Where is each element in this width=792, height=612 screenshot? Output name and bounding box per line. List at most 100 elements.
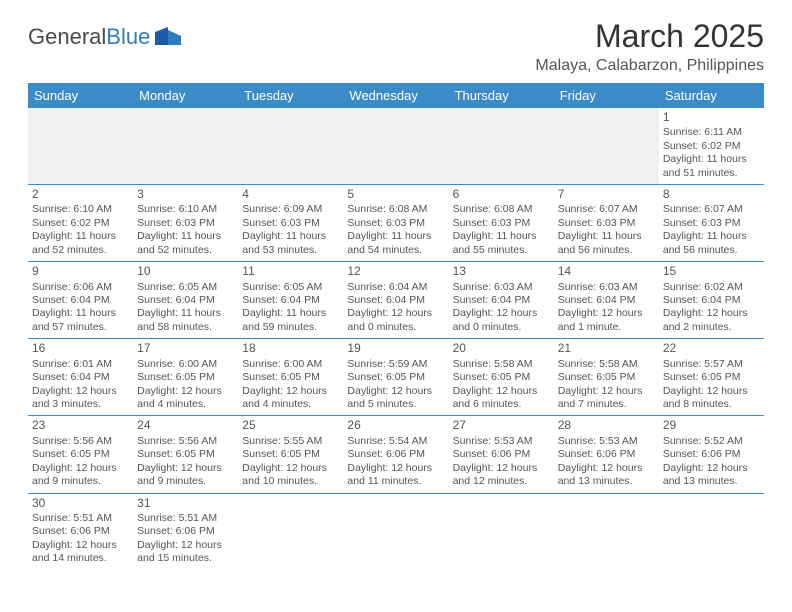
daylight-text: Daylight: 12 hours and 0 minutes. <box>453 307 550 334</box>
sunrise-text: Sunrise: 5:51 AM <box>137 512 234 525</box>
calendar-row: 1Sunrise: 6:11 AMSunset: 6:02 PMDaylight… <box>28 108 764 185</box>
sunset-text: Sunset: 6:05 PM <box>453 371 550 384</box>
daylight-text: Daylight: 11 hours and 52 minutes. <box>137 230 234 257</box>
day-number: 6 <box>453 187 550 202</box>
sunset-text: Sunset: 6:05 PM <box>242 371 339 384</box>
calendar-cell: 15Sunrise: 6:02 AMSunset: 6:04 PMDayligh… <box>659 262 764 339</box>
calendar-cell: 23Sunrise: 5:56 AMSunset: 6:05 PMDayligh… <box>28 416 133 493</box>
daylight-text: Daylight: 12 hours and 11 minutes. <box>347 462 444 489</box>
sunrise-text: Sunrise: 6:05 AM <box>137 281 234 294</box>
daylight-text: Daylight: 12 hours and 13 minutes. <box>558 462 655 489</box>
calendar-row: 9Sunrise: 6:06 AMSunset: 6:04 PMDaylight… <box>28 262 764 339</box>
sunset-text: Sunset: 6:02 PM <box>32 217 129 230</box>
day-number: 30 <box>32 496 129 511</box>
calendar-cell: 11Sunrise: 6:05 AMSunset: 6:04 PMDayligh… <box>238 262 343 339</box>
calendar-cell: 27Sunrise: 5:53 AMSunset: 6:06 PMDayligh… <box>449 416 554 493</box>
day-number: 23 <box>32 418 129 433</box>
sunset-text: Sunset: 6:04 PM <box>558 294 655 307</box>
day-number: 4 <box>242 187 339 202</box>
sunrise-text: Sunrise: 6:02 AM <box>663 281 760 294</box>
sunset-text: Sunset: 6:05 PM <box>663 371 760 384</box>
daylight-text: Daylight: 11 hours and 59 minutes. <box>242 307 339 334</box>
calendar-cell: 26Sunrise: 5:54 AMSunset: 6:06 PMDayligh… <box>343 416 448 493</box>
calendar-cell-empty <box>554 108 659 185</box>
day-number: 26 <box>347 418 444 433</box>
sunrise-text: Sunrise: 6:10 AM <box>137 203 234 216</box>
weekday-header: Sunday <box>28 83 133 108</box>
sunset-text: Sunset: 6:04 PM <box>453 294 550 307</box>
weekday-header: Wednesday <box>343 83 448 108</box>
calendar-cell: 14Sunrise: 6:03 AMSunset: 6:04 PMDayligh… <box>554 262 659 339</box>
sunset-text: Sunset: 6:05 PM <box>137 448 234 461</box>
day-number: 21 <box>558 341 655 356</box>
day-number: 18 <box>242 341 339 356</box>
day-number: 13 <box>453 264 550 279</box>
weekday-header: Tuesday <box>238 83 343 108</box>
calendar-row: 2Sunrise: 6:10 AMSunset: 6:02 PMDaylight… <box>28 185 764 262</box>
day-number: 15 <box>663 264 760 279</box>
sunrise-text: Sunrise: 6:08 AM <box>453 203 550 216</box>
location: Malaya, Calabarzon, Philippines <box>535 57 764 75</box>
calendar-cell: 25 Sunrise: 5:55 AMSunset: 6:05 PMDayligh… <box>238 416 343 493</box>
daylight-text: Daylight: 11 hours and 54 minutes. <box>347 230 444 257</box>
calendar-cell: 2Sunrise: 6:10 AMSunset: 6:02 PMDaylight… <box>28 185 133 262</box>
calendar-cell: 24Sunrise: 5:56 AMSunset: 6:05 PMDayligh… <box>133 416 238 493</box>
daylight-text: Daylight: 12 hours and 4 minutes. <box>242 385 339 412</box>
sunrise-text: Sunrise: 5:51 AM <box>32 512 129 525</box>
sunrise-text: Sunrise: 6:11 AM <box>663 126 760 139</box>
day-number: 25 <box>242 418 339 433</box>
sunset-text: Sunset: 6:05 PM <box>137 371 234 384</box>
day-number: 8 <box>663 187 760 202</box>
calendar-cell: 13 Sunrise: 6:03 AMSunset: 6:04 PMDayligh… <box>449 262 554 339</box>
sunset-text: Sunset: 6:05 PM <box>32 448 129 461</box>
daylight-text: Daylight: 12 hours and 9 minutes. <box>137 462 234 489</box>
sunset-text: Sunset: 6:04 PM <box>137 294 234 307</box>
sunset-text: Sunset: 6:05 PM <box>558 371 655 384</box>
day-number: 7 <box>558 187 655 202</box>
sunrise-text: Sunrise: 6:03 AM <box>453 281 550 294</box>
sunset-text: Sunset: 6:03 PM <box>347 217 444 230</box>
day-number: 9 <box>32 264 129 279</box>
calendar-cell: 10Sunrise: 6:05 AMSunset: 6:04 PMDayligh… <box>133 262 238 339</box>
sunrise-text: Sunrise: 5:55 AM <box>242 435 339 448</box>
calendar-cell: 8Sunrise: 6:07 AMSunset: 6:03 PMDaylight… <box>659 185 764 262</box>
calendar-row: 30Sunrise: 5:51 AMSunset: 6:06 PMDayligh… <box>28 493 764 570</box>
daylight-text: Daylight: 12 hours and 2 minutes. <box>663 307 760 334</box>
calendar-cell-empty <box>28 108 133 185</box>
daylight-text: Daylight: 11 hours and 58 minutes. <box>137 307 234 334</box>
logo-text-a: General <box>28 24 106 50</box>
calendar-cell: 21Sunrise: 5:58 AMSunset: 6:05 PMDayligh… <box>554 339 659 416</box>
day-number: 19 <box>347 341 444 356</box>
calendar-row: 16Sunrise: 6:01 AMSunset: 6:04 PMDayligh… <box>28 339 764 416</box>
sunset-text: Sunset: 6:03 PM <box>137 217 234 230</box>
daylight-text: Daylight: 12 hours and 13 minutes. <box>663 462 760 489</box>
day-number: 28 <box>558 418 655 433</box>
calendar-cell: 9Sunrise: 6:06 AMSunset: 6:04 PMDaylight… <box>28 262 133 339</box>
daylight-text: Daylight: 11 hours and 53 minutes. <box>242 230 339 257</box>
daylight-text: Daylight: 12 hours and 6 minutes. <box>453 385 550 412</box>
daylight-text: Daylight: 12 hours and 10 minutes. <box>242 462 339 489</box>
title-block: March 2025 Malaya, Calabarzon, Philippin… <box>535 18 764 75</box>
calendar-cell: 5Sunrise: 6:08 AMSunset: 6:03 PMDaylight… <box>343 185 448 262</box>
daylight-text: Daylight: 11 hours and 56 minutes. <box>663 230 760 257</box>
sunrise-text: Sunrise: 6:07 AM <box>558 203 655 216</box>
calendar-cell-empty <box>238 108 343 185</box>
calendar-cell: 7Sunrise: 6:07 AMSunset: 6:03 PMDaylight… <box>554 185 659 262</box>
daylight-text: Daylight: 11 hours and 57 minutes. <box>32 307 129 334</box>
logo-flag-icon <box>155 27 181 50</box>
calendar-cell: 30Sunrise: 5:51 AMSunset: 6:06 PMDayligh… <box>28 493 133 570</box>
sunrise-text: Sunrise: 6:00 AM <box>137 358 234 371</box>
day-number: 5 <box>347 187 444 202</box>
logo-text-b: Blue <box>106 24 150 50</box>
sunset-text: Sunset: 6:03 PM <box>242 217 339 230</box>
daylight-text: Daylight: 12 hours and 9 minutes. <box>32 462 129 489</box>
sunrise-text: Sunrise: 5:59 AM <box>347 358 444 371</box>
calendar-body: 1Sunrise: 6:11 AMSunset: 6:02 PMDaylight… <box>28 108 764 570</box>
calendar-row: 23Sunrise: 5:56 AMSunset: 6:05 PMDayligh… <box>28 416 764 493</box>
sunset-text: Sunset: 6:04 PM <box>242 294 339 307</box>
daylight-text: Daylight: 12 hours and 0 minutes. <box>347 307 444 334</box>
sunset-text: Sunset: 6:05 PM <box>242 448 339 461</box>
daylight-text: Daylight: 11 hours and 52 minutes. <box>32 230 129 257</box>
logo: GeneralBlue <box>28 24 181 50</box>
daylight-text: Daylight: 12 hours and 15 minutes. <box>137 539 234 566</box>
